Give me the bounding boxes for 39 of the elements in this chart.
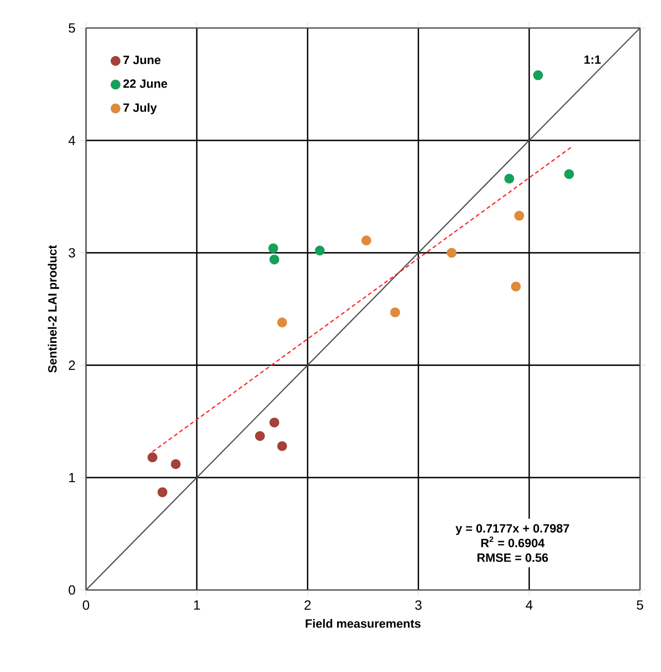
point (510, 282, 521, 292)
point (269, 418, 280, 428)
legend-label: 7 June (123, 56, 160, 64)
x-tick-label: 5 (636, 600, 644, 610)
x-tick-label: 4 (526, 600, 533, 610)
x-axis-title: Field measurements (306, 618, 421, 628)
point (564, 169, 574, 180)
legend-label: 7 July (123, 103, 157, 114)
point (390, 307, 400, 318)
point (255, 431, 265, 441)
x-tick-label: 2 (304, 600, 311, 610)
point (361, 236, 372, 246)
point (446, 248, 457, 258)
point (514, 210, 524, 221)
series-label: 1:1 (584, 55, 601, 64)
x-tick-label: 0 (82, 600, 90, 610)
point (170, 459, 181, 470)
annotation: y = 0.7177x + 0.7987 (456, 524, 570, 535)
y-tick-label: 5 (68, 23, 76, 33)
y-tick-label: 1 (69, 473, 75, 482)
point (533, 70, 543, 80)
point (269, 254, 280, 264)
annotation: RMSE = 0.56 (478, 553, 548, 562)
point (268, 243, 278, 254)
point (148, 452, 158, 462)
point (158, 487, 168, 498)
x-tick-label: 1 (194, 600, 200, 610)
y-tick-label: 0 (68, 585, 76, 595)
y-tick-label: 4 (68, 136, 76, 145)
point (277, 441, 288, 452)
annotation: R$^{2}$ = 0.6904 (481, 536, 545, 548)
y-tick-label: 2 (68, 360, 75, 370)
point (314, 246, 325, 256)
point (504, 174, 514, 184)
point (277, 318, 288, 328)
legend-label: 22 June (123, 79, 168, 88)
y-axis-title: Sentinel-2 LAI product (48, 245, 60, 373)
x-tick-label: 3 (415, 600, 422, 610)
y-tick-label: 3 (68, 248, 76, 258)
